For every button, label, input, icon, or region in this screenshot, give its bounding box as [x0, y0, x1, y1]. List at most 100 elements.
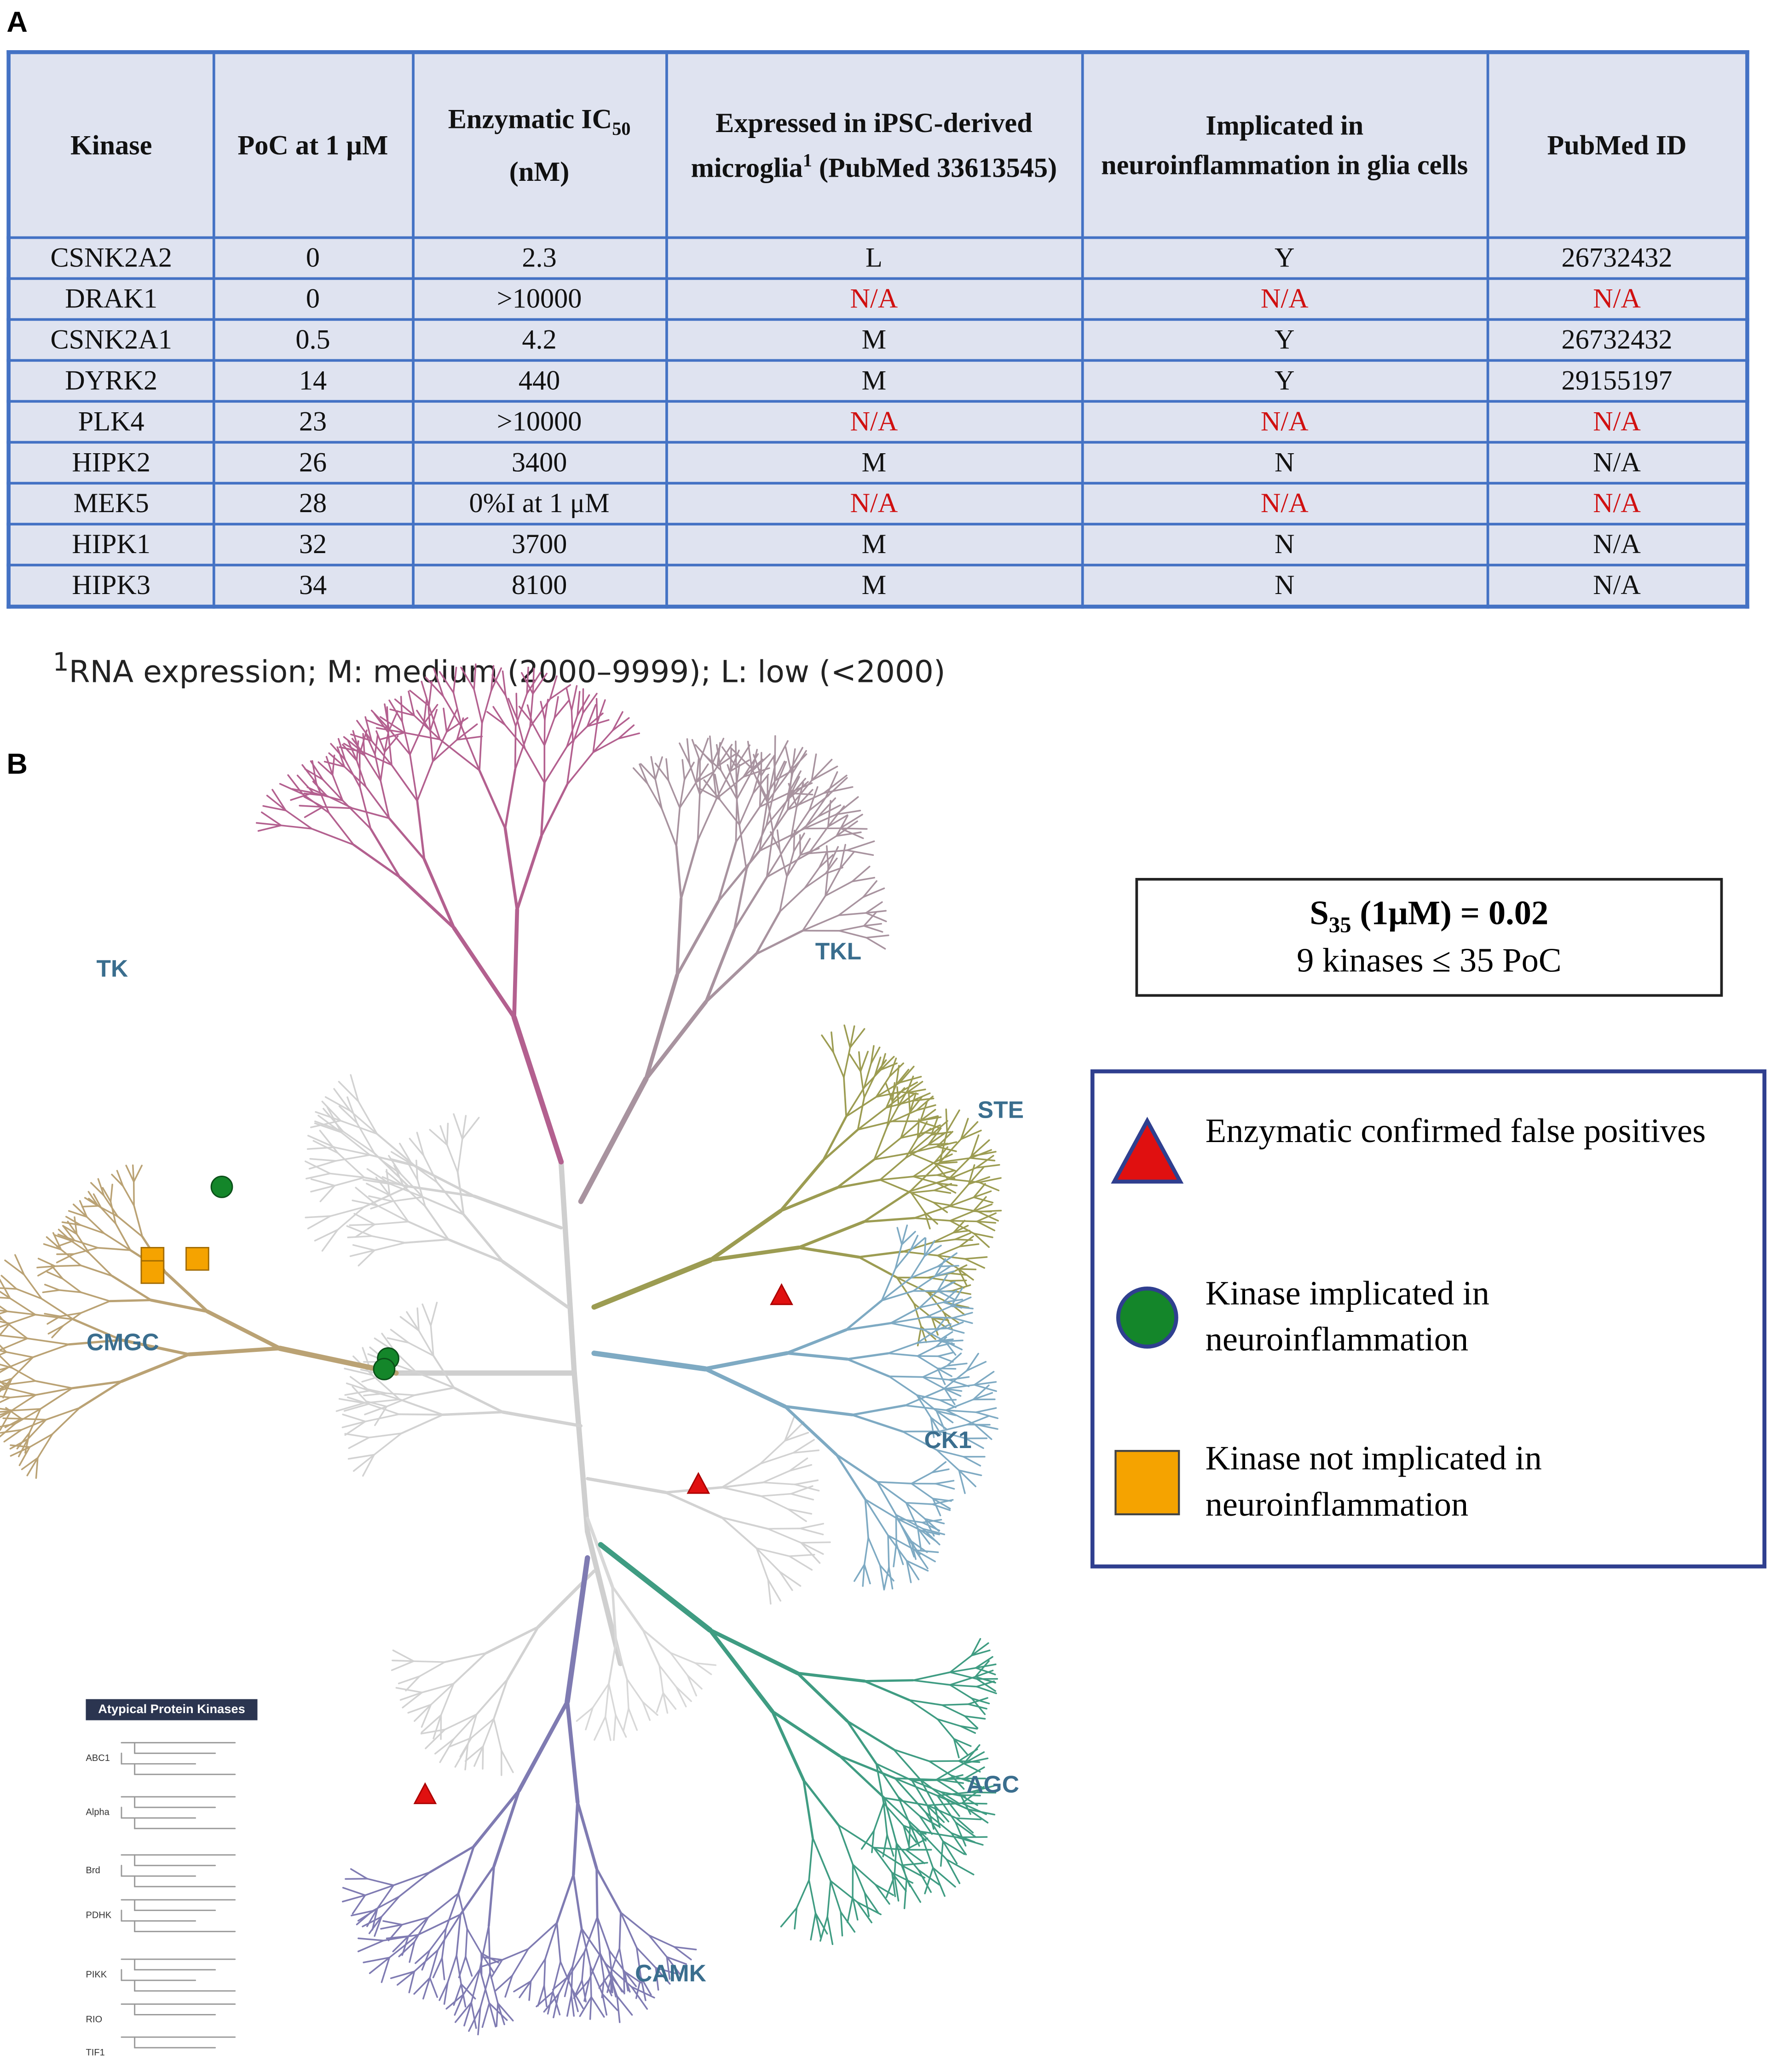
branch: [84, 1197, 99, 1207]
branch: [839, 814, 863, 829]
branch: [344, 1390, 370, 1396]
branch: [390, 1970, 415, 1979]
branch: [478, 769, 507, 830]
branch: [935, 1410, 957, 1416]
header-text: (PubMed 33613545): [819, 151, 1057, 184]
branch: [452, 666, 457, 693]
branch: [666, 1956, 671, 1980]
branch: [528, 1980, 532, 2001]
branch: [908, 1699, 939, 1720]
branch: [639, 763, 648, 785]
branch: [317, 761, 334, 776]
branch: [460, 666, 475, 691]
branch: [955, 1821, 967, 1847]
branch: [527, 1922, 558, 1950]
branch: [698, 787, 721, 801]
branch: [838, 896, 864, 916]
branch: [887, 1534, 916, 1551]
table-cell: N/A: [1080, 400, 1489, 444]
branch: [452, 692, 463, 728]
branch: [443, 1981, 449, 2005]
branch: [927, 1132, 946, 1146]
branch: [759, 792, 790, 808]
branch: [62, 1225, 75, 1241]
branch: [735, 744, 751, 768]
branch: [555, 1873, 575, 1924]
branch: [0, 1378, 13, 1383]
branch: [902, 1824, 917, 1843]
branch: [665, 758, 669, 781]
branch: [669, 1652, 696, 1664]
branch: [477, 2007, 481, 2036]
branch: [934, 1270, 955, 1277]
branch: [909, 1161, 941, 1192]
branch: [590, 1996, 605, 2018]
branch: [784, 1431, 809, 1442]
branch: [581, 1951, 586, 1981]
branch: [936, 1718, 955, 1740]
branch: [540, 701, 546, 721]
branch: [570, 1966, 573, 1996]
branch: [808, 825, 829, 854]
branch: [943, 1370, 968, 1390]
branch: [456, 723, 478, 741]
branch: [918, 1815, 940, 1828]
branch: [895, 1065, 900, 1085]
branch: [439, 1125, 448, 1146]
branch: [648, 1934, 675, 1948]
branch: [414, 1386, 455, 1397]
branch: [480, 1952, 483, 1975]
branch: [34, 1314, 75, 1321]
branch: [492, 706, 506, 726]
branch: [873, 1847, 903, 1866]
branch: [456, 1171, 465, 1216]
branch: [708, 1209, 783, 1262]
branch: [972, 1392, 993, 1401]
branch: [785, 746, 793, 775]
branch: [808, 1837, 814, 1881]
branch: [335, 1402, 365, 1412]
branch: [97, 1205, 119, 1218]
group-label: STE: [978, 1097, 1024, 1123]
branch: [779, 875, 788, 913]
branch: [788, 783, 798, 808]
branch: [927, 1804, 958, 1819]
branch: [931, 1317, 939, 1336]
branch: [392, 1196, 424, 1202]
branch: [937, 1290, 957, 1293]
table-cell: Y: [1080, 318, 1489, 362]
branch: [508, 698, 518, 720]
branch: [863, 1564, 871, 1585]
branch: [582, 693, 598, 714]
branch: [361, 751, 392, 766]
branch: [0, 1310, 8, 1312]
branch: [958, 1760, 981, 1773]
branch: [823, 774, 848, 794]
branch: [762, 1481, 796, 1485]
branch: [898, 1093, 915, 1107]
branch: [950, 1287, 964, 1307]
branch: [329, 1206, 365, 1217]
branch: [917, 1346, 937, 1357]
branch: [793, 832, 805, 852]
branch: [489, 1972, 499, 2004]
branch: [756, 1547, 790, 1557]
branch: [949, 1684, 973, 1699]
branch: [617, 732, 640, 739]
branch: [319, 1130, 339, 1154]
branch: [37, 1265, 56, 1277]
branch: [125, 1165, 135, 1183]
branch: [887, 1534, 890, 1568]
branch: [257, 825, 282, 832]
branch: [299, 805, 324, 808]
branch: [888, 1375, 918, 1396]
branch: [391, 764, 418, 802]
table-cell: N/A: [1486, 400, 1749, 444]
branch: [916, 1394, 941, 1401]
branch: [407, 1703, 432, 1714]
branch: [626, 1678, 644, 1703]
branch: [887, 1352, 919, 1357]
table-cell: CSNK2A1: [7, 318, 215, 362]
branch: [337, 738, 346, 761]
branch: [808, 786, 819, 811]
